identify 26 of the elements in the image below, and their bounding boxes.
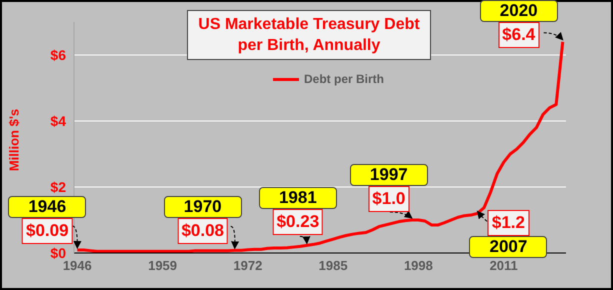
y-axis-title: Million $'s — [6, 108, 22, 171]
chart-title: US Marketable Treasury Debt per Birth, Annually — [187, 10, 431, 60]
x-tick-label: 1946 — [62, 258, 92, 274]
annotation: 1946 — [8, 196, 86, 218]
annotation: $0.08 — [177, 218, 228, 244]
x-tick-label: 1959 — [148, 258, 178, 274]
x-tick-label: 2011 — [490, 258, 518, 274]
y-tick-label: $6 — [50, 46, 66, 63]
y-tick-label: $0 — [50, 244, 66, 261]
x-tick-label: 1998 — [404, 258, 433, 274]
annotation: $6.4 — [498, 22, 540, 48]
annotation: 2007 — [469, 236, 548, 258]
x-tick-label: 1972 — [233, 258, 262, 274]
annotation: $1.2 — [488, 210, 529, 236]
annotation: 1981 — [258, 187, 337, 210]
annotation: $0.23 — [272, 209, 324, 236]
annotation: 1997 — [350, 164, 428, 186]
line-series — [76, 40, 564, 253]
annotation: $0.09 — [22, 218, 73, 244]
x-tick-label: 1985 — [318, 258, 348, 274]
legend-label: Debt per Birth — [304, 72, 384, 86]
annotation: $1.0 — [368, 186, 410, 212]
y-tick-label: $4 — [50, 112, 66, 129]
annotation: 2020 — [480, 0, 558, 22]
y-tick-label: $2 — [50, 178, 66, 195]
annotation: 1970 — [164, 196, 242, 218]
